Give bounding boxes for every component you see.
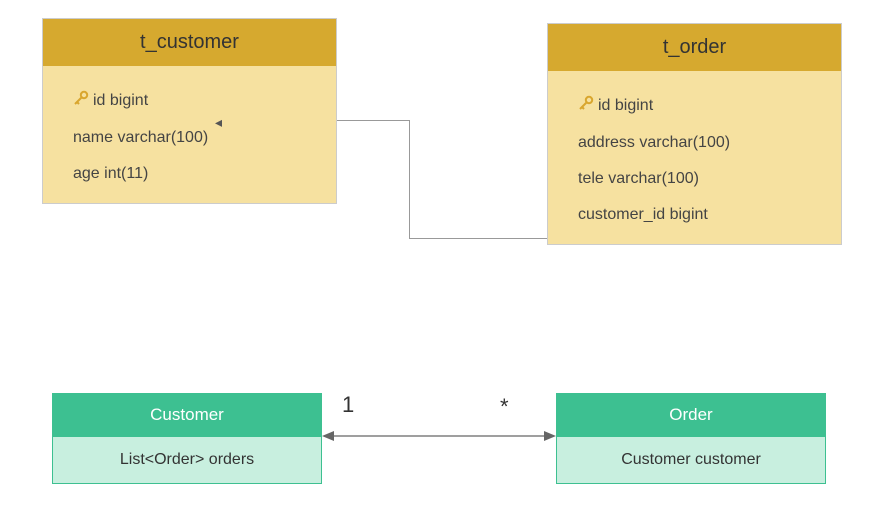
- key-icon: [73, 90, 89, 111]
- class-order: Order Customer customer: [556, 393, 826, 484]
- db-field-label: name varchar(100): [73, 129, 208, 147]
- db-field: name varchar(100): [73, 129, 306, 147]
- db-field-label: customer_id bigint: [578, 206, 708, 224]
- class-order-header: Order: [556, 393, 826, 437]
- db-table-customer: t_customer id bigint name varchar(100) a…: [42, 18, 337, 204]
- fk-marker-icon: ◂: [215, 114, 222, 131]
- db-field-label: address varchar(100): [578, 134, 730, 152]
- class-customer-body: List<Order> orders: [52, 437, 322, 484]
- db-field: age int(11): [73, 165, 306, 183]
- class-customer-header: Customer: [52, 393, 322, 437]
- key-icon: [578, 95, 594, 116]
- db-field-label: tele varchar(100): [578, 170, 699, 188]
- db-table-order-header: t_order: [548, 24, 841, 71]
- connector-segment: [337, 120, 409, 121]
- db-table-customer-body: id bigint name varchar(100) age int(11): [43, 66, 336, 203]
- db-field: tele varchar(100): [578, 170, 811, 188]
- db-field: customer_id bigint: [578, 206, 811, 224]
- class-order-body: Customer customer: [556, 437, 826, 484]
- db-field-label: id bigint: [598, 97, 653, 115]
- db-field: id bigint: [73, 90, 306, 111]
- db-table-order: t_order id bigint address varchar(100) t…: [547, 23, 842, 245]
- db-table-customer-header: t_customer: [43, 19, 336, 66]
- connector-segment: [409, 238, 547, 239]
- multiplicity-one: 1: [342, 392, 354, 418]
- multiplicity-many: *: [500, 394, 509, 420]
- db-field-label: age int(11): [73, 165, 148, 183]
- class-customer: Customer List<Order> orders: [52, 393, 322, 484]
- relationship-arrow: [322, 426, 556, 446]
- db-table-order-body: id bigint address varchar(100) tele varc…: [548, 71, 841, 244]
- db-field: id bigint: [578, 95, 811, 116]
- db-field-label: id bigint: [93, 92, 148, 110]
- connector-segment: [409, 120, 410, 238]
- db-field: address varchar(100): [578, 134, 811, 152]
